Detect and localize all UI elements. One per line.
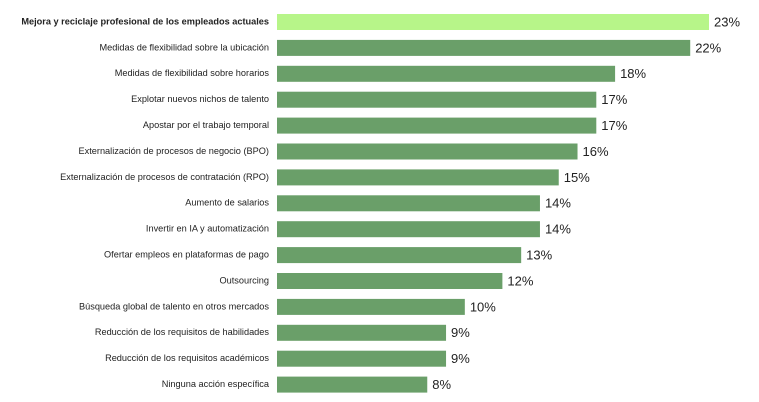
bars-group	[277, 14, 709, 393]
value-label-10: 12%	[507, 273, 533, 288]
bar-12	[277, 324, 447, 341]
value-label-3: 17%	[601, 92, 627, 107]
value-label-1: 22%	[695, 40, 721, 55]
category-label-3: Explotar nuevos nichos de talento	[131, 94, 269, 104]
bar-9	[277, 247, 522, 264]
value-label-13: 9%	[451, 351, 470, 366]
category-label-0: Mejora y reciclaje profesional de los em…	[21, 16, 269, 26]
category-label-5: Externalización de procesos de negocio (…	[79, 146, 270, 156]
category-label-11: Búsqueda global de talento en otros merc…	[79, 301, 269, 311]
category-label-9: Ofertar empleos en plataformas de pago	[104, 250, 269, 260]
category-label-7: Aumento de salarios	[185, 198, 269, 208]
category-label-8: Invertir en IA y automatización	[146, 224, 269, 234]
value-label-9: 13%	[526, 248, 552, 263]
category-label-6: Externalización de procesos de contratac…	[60, 172, 269, 182]
bar-7	[277, 195, 540, 212]
value-label-5: 16%	[583, 144, 609, 159]
bar-3	[277, 91, 597, 108]
category-label-2: Medidas de flexibilidad sobre horarios	[115, 68, 270, 78]
bar-10	[277, 273, 503, 289]
value-label-12: 9%	[451, 325, 470, 340]
category-label-13: Reducción de los requisitos académicos	[105, 353, 269, 363]
bar-0	[277, 14, 709, 30]
category-label-10: Outsourcing	[219, 275, 269, 285]
value-label-6: 15%	[564, 170, 590, 185]
bar-4	[277, 117, 597, 134]
category-label-1: Medidas de flexibilidad sobre la ubicaci…	[99, 42, 269, 52]
bar-6	[277, 169, 559, 186]
bar-5	[277, 143, 578, 160]
category-label-4: Apostar por el trabajo temporal	[143, 120, 269, 130]
bar-2	[277, 65, 616, 82]
value-label-14: 8%	[432, 377, 451, 392]
category-label-12: Reducción de los requisitos de habilidad…	[95, 327, 270, 337]
value-labels-group: 23%22%18%17%17%16%15%14%14%13%12%10%9%9%…	[432, 14, 740, 392]
value-label-8: 14%	[545, 222, 571, 237]
value-label-4: 17%	[601, 118, 627, 133]
category-label-14: Ninguna acción específica	[162, 379, 270, 389]
bar-14	[277, 376, 428, 393]
value-label-11: 10%	[470, 299, 496, 314]
bar-11	[277, 298, 465, 315]
bar-13	[277, 350, 447, 367]
value-label-0: 23%	[714, 14, 740, 29]
bar-8	[277, 221, 540, 238]
category-labels-group: Mejora y reciclaje profesional de los em…	[21, 16, 270, 389]
bar-1	[277, 39, 691, 56]
value-label-7: 14%	[545, 196, 571, 211]
value-label-2: 18%	[620, 66, 646, 81]
